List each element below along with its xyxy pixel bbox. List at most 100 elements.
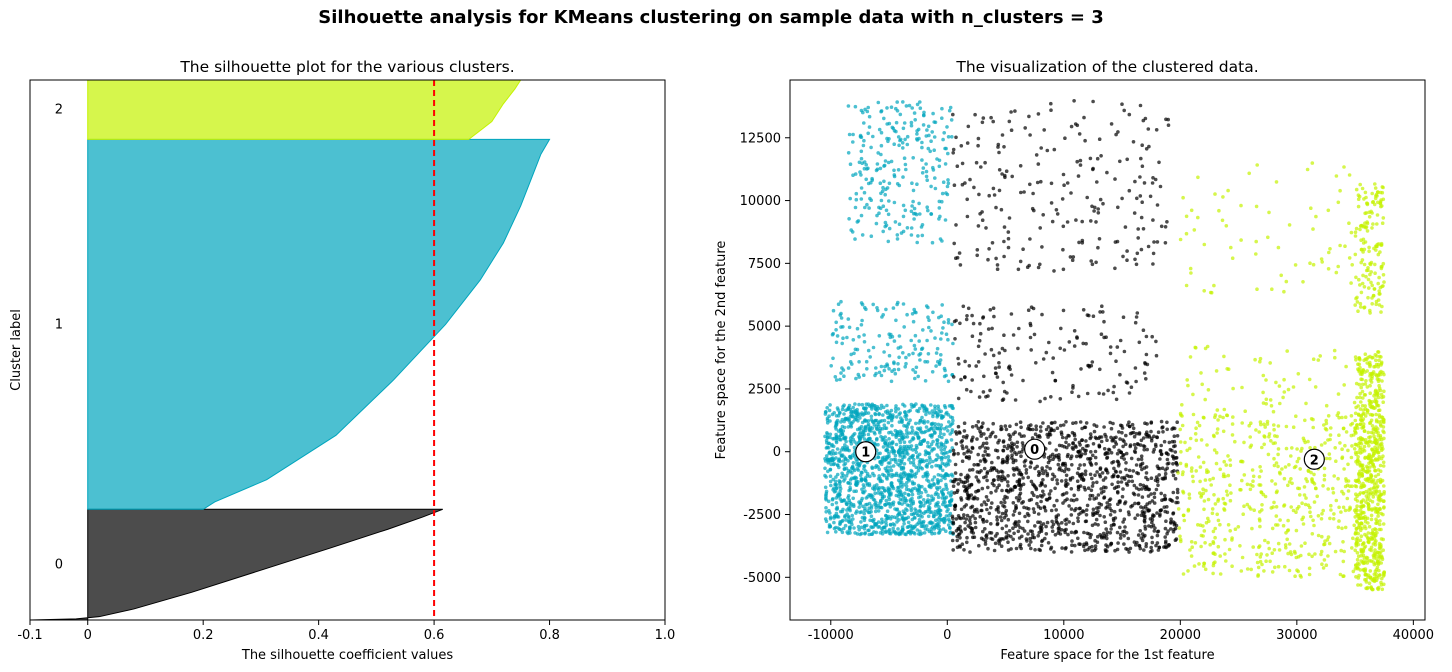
scatter-point — [870, 426, 875, 431]
scatter-point — [1282, 289, 1286, 294]
scatter-point — [885, 509, 890, 513]
scatter-point — [1022, 460, 1027, 464]
scatter-point — [1382, 492, 1386, 496]
scatter-point — [1379, 361, 1384, 366]
scatter-point — [1366, 469, 1370, 473]
scatter-point — [890, 334, 895, 339]
scatter-point — [1360, 437, 1364, 442]
scatter-point — [1171, 511, 1176, 515]
scatter-point — [1006, 457, 1010, 461]
scatter-point — [1221, 415, 1225, 420]
scatter-point — [995, 375, 1000, 379]
scatter-point — [979, 536, 984, 541]
scatter-point — [1086, 363, 1090, 368]
scatter-point — [1207, 519, 1211, 523]
scatter-point — [1130, 422, 1135, 427]
scatter-point — [1238, 544, 1242, 548]
scatter-point — [1158, 457, 1162, 461]
scatter-point — [1264, 397, 1269, 402]
scatter-point — [1002, 444, 1007, 449]
scatter-point — [1178, 427, 1182, 432]
scatter-point — [951, 531, 955, 535]
scatter-point — [1353, 484, 1358, 488]
scatter-point — [1203, 567, 1208, 572]
scatter-point — [1144, 471, 1149, 475]
scatter-point — [925, 360, 930, 364]
scatter-point — [831, 497, 835, 501]
scatter-point — [950, 538, 955, 543]
scatter-point — [1146, 494, 1151, 498]
scatter-point — [1071, 447, 1075, 451]
scatter-point — [1031, 427, 1035, 432]
scatter-point — [1143, 524, 1147, 529]
scatter-point — [895, 520, 899, 524]
scatter-point — [979, 165, 983, 169]
scatter-point — [929, 403, 933, 407]
scatter-point — [1069, 530, 1074, 535]
scatter-point — [906, 477, 910, 481]
scatter-point — [873, 373, 877, 378]
scatter-point — [1371, 355, 1375, 360]
scatter-point — [851, 405, 855, 410]
scatter-point — [1208, 542, 1212, 547]
scatter-point — [997, 150, 1001, 155]
scatter-point — [1319, 517, 1324, 521]
scatter-point — [854, 197, 859, 202]
scatter-point — [1056, 531, 1060, 535]
scatter-point — [1049, 489, 1053, 493]
scatter-point — [1284, 531, 1288, 535]
scatter-point — [933, 422, 937, 426]
scatter-point — [1274, 380, 1278, 385]
scatter-point — [1186, 507, 1191, 512]
scatter-point — [1153, 526, 1157, 530]
scatter-point — [1031, 191, 1035, 196]
scatter-point — [1353, 566, 1358, 571]
scatter-point — [856, 412, 860, 417]
scatter-point — [1250, 526, 1254, 531]
scatter-point — [1278, 518, 1282, 522]
scatter-point — [999, 544, 1004, 548]
scatter-point — [1122, 457, 1126, 461]
scatter-point — [1365, 464, 1369, 469]
scatter-point — [950, 322, 954, 327]
scatter-point — [1076, 394, 1081, 399]
scatter-point — [1113, 548, 1117, 553]
scatter-point — [981, 116, 986, 120]
scatter-point — [870, 466, 875, 471]
scatter-point — [1266, 235, 1270, 240]
scatter-point — [1021, 447, 1025, 451]
scatter-point — [882, 179, 886, 184]
scatter-point — [953, 471, 958, 475]
scatter-point — [838, 451, 842, 455]
scatter-point — [859, 197, 864, 201]
scatter-point — [1102, 425, 1106, 429]
scatter-point — [1109, 451, 1114, 455]
scatter-point — [1268, 398, 1273, 402]
scatter-point — [993, 366, 998, 370]
scatter-point — [1338, 441, 1342, 445]
scatter-point — [1240, 555, 1245, 560]
scatter-point — [917, 452, 922, 457]
scatter-point — [1357, 475, 1362, 479]
scatter-point — [1118, 338, 1123, 343]
scatter-point — [1379, 424, 1383, 428]
scatter-point — [903, 365, 907, 369]
scatter-point — [891, 448, 896, 453]
scatter-point — [1294, 414, 1298, 419]
scatter-point — [883, 503, 888, 507]
scatter-point — [1310, 554, 1314, 559]
scatter-point — [1082, 463, 1087, 467]
scatter-point — [893, 530, 898, 535]
scatter-point — [831, 308, 836, 313]
scatter-point — [1367, 559, 1372, 563]
scatter-point — [1144, 465, 1149, 469]
scatter-point — [834, 486, 839, 490]
scatter-point — [1258, 559, 1263, 564]
scatter-point — [1381, 522, 1386, 526]
scatter-point — [1092, 209, 1096, 213]
scatter-point — [1040, 538, 1045, 543]
scatter-point — [958, 524, 962, 529]
scatter-point — [999, 207, 1004, 212]
scatter-point — [1051, 522, 1056, 527]
scatter-point — [879, 373, 884, 378]
